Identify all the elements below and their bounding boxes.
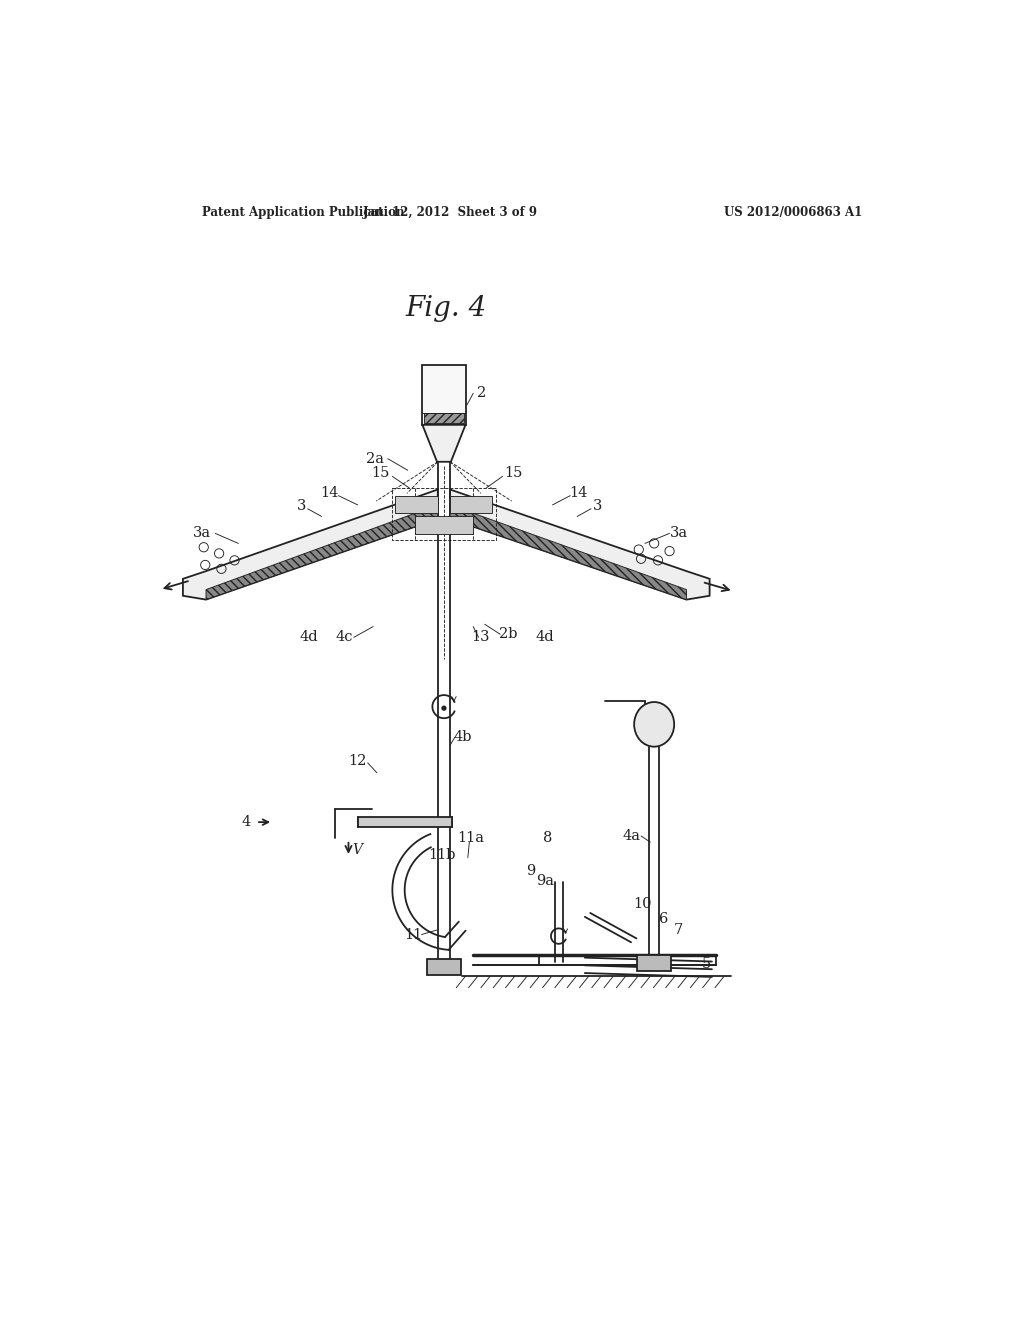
Text: 10: 10 xyxy=(634,896,652,911)
Polygon shape xyxy=(637,956,671,970)
Text: V: V xyxy=(650,735,659,748)
Text: 3a: 3a xyxy=(194,527,211,540)
Polygon shape xyxy=(357,817,453,826)
Text: 11: 11 xyxy=(404,928,422,941)
Polygon shape xyxy=(424,412,464,424)
Text: 5: 5 xyxy=(701,957,711,970)
Polygon shape xyxy=(451,490,710,599)
Text: 3: 3 xyxy=(297,499,306,513)
Polygon shape xyxy=(427,960,461,974)
Text: 4a: 4a xyxy=(622,829,640,843)
Text: 4d: 4d xyxy=(536,631,554,644)
Text: 8: 8 xyxy=(543,830,553,845)
Polygon shape xyxy=(422,425,466,462)
Text: 4d: 4d xyxy=(300,631,318,644)
Text: 7: 7 xyxy=(674,923,683,937)
Text: 2a: 2a xyxy=(367,451,384,466)
Polygon shape xyxy=(395,496,438,512)
Text: 15: 15 xyxy=(504,466,522,479)
Ellipse shape xyxy=(634,702,674,747)
Text: 2: 2 xyxy=(477,387,486,400)
Text: 13: 13 xyxy=(472,631,490,644)
Text: 4: 4 xyxy=(242,816,251,829)
Polygon shape xyxy=(206,506,438,599)
Text: 14: 14 xyxy=(569,486,588,500)
Text: 9a: 9a xyxy=(536,874,554,887)
Text: Fig. 4: Fig. 4 xyxy=(406,296,486,322)
Text: 11a: 11a xyxy=(458,830,484,845)
Text: 12: 12 xyxy=(348,754,367,767)
Polygon shape xyxy=(451,506,686,599)
Text: 6: 6 xyxy=(659,912,669,927)
Text: 2b: 2b xyxy=(499,627,517,642)
Text: 15: 15 xyxy=(372,466,390,479)
Text: 9: 9 xyxy=(526,863,536,878)
Text: 14: 14 xyxy=(321,486,338,500)
Polygon shape xyxy=(451,496,493,512)
Circle shape xyxy=(442,706,445,710)
Polygon shape xyxy=(415,516,473,535)
Text: 4b: 4b xyxy=(454,730,472,744)
Polygon shape xyxy=(183,490,438,599)
Text: 11b: 11b xyxy=(429,849,456,862)
Text: Patent Application Publication: Patent Application Publication xyxy=(202,206,404,219)
Text: US 2012/0006863 A1: US 2012/0006863 A1 xyxy=(724,206,862,219)
Text: 4c: 4c xyxy=(336,631,353,644)
Text: Jan. 12, 2012  Sheet 3 of 9: Jan. 12, 2012 Sheet 3 of 9 xyxy=(362,206,538,219)
Text: V: V xyxy=(352,843,362,857)
Polygon shape xyxy=(422,364,466,425)
Text: 3a: 3a xyxy=(670,527,688,540)
Text: 3: 3 xyxy=(593,499,603,513)
